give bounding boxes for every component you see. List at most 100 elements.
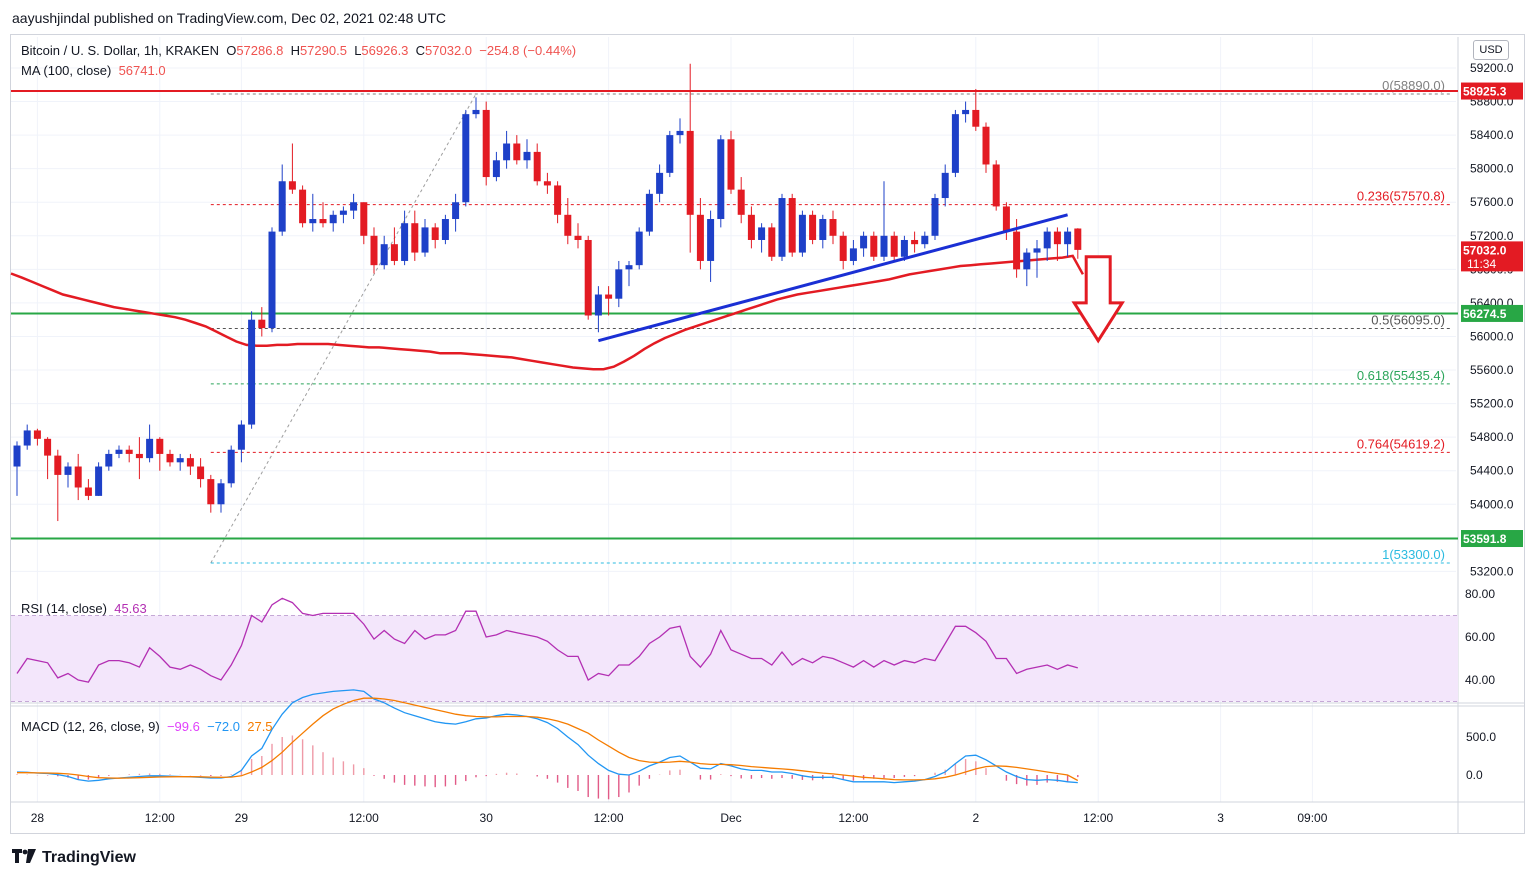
- candle-body: [64, 466, 72, 475]
- candle: [278, 164, 286, 236]
- candle: [421, 219, 429, 257]
- fib-level-label: 0(58890.0): [1382, 78, 1445, 93]
- candle-body: [441, 219, 449, 240]
- ma-100-line: [10, 254, 1084, 371]
- price-tick: 53200.0: [1470, 564, 1514, 578]
- candle: [176, 453, 184, 471]
- candle: [900, 235, 908, 261]
- macd-tick: 0.0: [1466, 768, 1483, 782]
- ma-line: [10, 254, 1084, 371]
- candle-body: [747, 214, 755, 240]
- candle: [523, 139, 531, 169]
- candle-body: [809, 214, 817, 240]
- fib-level-label: 0.5(56095.0): [1371, 313, 1445, 328]
- candle-body: [656, 172, 664, 194]
- rsi-legend: RSI (14, close) 45.63: [21, 601, 147, 617]
- macd-label: MACD (12, 26, close, 9): [21, 719, 160, 734]
- symbol-name: Bitcoin / U. S. Dollar, 1h, KRAKEN: [21, 43, 219, 58]
- fibonacci-levels: 0(58890.0) 0.236(57570.8) 0.5(56095.0) 0.61…: [210, 78, 1450, 564]
- price-label-text: 57032.0: [1463, 243, 1507, 257]
- candle-body: [870, 235, 878, 257]
- candle: [941, 164, 949, 207]
- candle: [95, 462, 103, 496]
- candle-body: [125, 449, 133, 454]
- rsi-label: RSI (14, close): [21, 601, 107, 616]
- macd-hist-value: −99.6: [166, 719, 200, 734]
- candle-body: [74, 466, 82, 488]
- candle-body: [860, 235, 868, 249]
- candle-body: [615, 269, 623, 299]
- candle: [584, 235, 592, 320]
- candle-body: [380, 244, 388, 266]
- candle: [1023, 248, 1031, 287]
- candle-body: [707, 219, 715, 261]
- candle: [625, 260, 633, 287]
- open-label: O: [226, 43, 237, 58]
- macd-pane: 0.0 500.0: [16, 689, 1496, 800]
- price-tick: 54400.0: [1470, 464, 1514, 478]
- candle: [788, 193, 796, 257]
- candle: [686, 63, 694, 253]
- candle: [798, 210, 806, 257]
- candle-body: [696, 214, 704, 261]
- candle-body: [350, 202, 358, 211]
- candle-body: [146, 438, 154, 459]
- currency-button[interactable]: USD: [1473, 40, 1509, 60]
- price-tick: 58000.0: [1470, 162, 1514, 176]
- candle: [768, 223, 776, 261]
- candle-body: [911, 239, 919, 245]
- candle-body: [166, 453, 174, 463]
- candle-body: [513, 143, 521, 161]
- candle-body: [829, 219, 837, 236]
- time-tick: 12:00: [1083, 811, 1113, 825]
- candle: [931, 193, 939, 240]
- candle: [635, 227, 643, 270]
- time-tick: 30: [480, 811, 494, 825]
- fib-level-label: 0.764(54619.2): [1357, 436, 1445, 451]
- candle-body: [758, 227, 766, 240]
- candle: [33, 428, 41, 446]
- candle: [299, 185, 307, 228]
- candle-body: [227, 449, 235, 484]
- candle: [431, 223, 439, 249]
- publisher-line: aayushjindal published on TradingView.co…: [12, 10, 447, 26]
- candle-body: [84, 487, 92, 496]
- candle-body: [931, 198, 939, 236]
- candle-body: [543, 181, 551, 186]
- candle: [13, 441, 21, 496]
- candle-body: [135, 453, 143, 459]
- candle: [105, 449, 113, 471]
- candle: [268, 227, 276, 333]
- candle: [227, 445, 235, 488]
- price-tick: 55200.0: [1470, 397, 1514, 411]
- candle: [23, 424, 31, 450]
- price-axis: 53200.053600.054000.054400.054800.055200…: [1461, 61, 1523, 578]
- candle-body: [105, 453, 113, 467]
- price-tick: 58400.0: [1470, 128, 1514, 142]
- candle: [452, 193, 460, 232]
- candle-body: [329, 214, 337, 224]
- candle: [84, 479, 92, 501]
- price-label-box: [1461, 530, 1523, 548]
- candle-body: [1074, 228, 1082, 250]
- price-label-text: 53591.8: [1463, 532, 1507, 546]
- candle: [146, 424, 154, 463]
- candle: [951, 109, 959, 178]
- price-label-text: 56274.5: [1463, 307, 1507, 321]
- candle-body: [788, 198, 796, 253]
- rsi-pane: 40.00 60.00 80.00: [11, 587, 1495, 702]
- candle: [217, 479, 225, 513]
- candle-body: [666, 135, 674, 173]
- candle: [992, 160, 1000, 211]
- candle-body: [574, 235, 582, 240]
- candle-body: [727, 139, 735, 190]
- candle: [411, 210, 419, 261]
- price-tick: 57200.0: [1470, 229, 1514, 243]
- candle: [1074, 228, 1082, 259]
- candle: [676, 118, 684, 144]
- candle-body: [360, 202, 368, 236]
- time-tick: 12:00: [349, 811, 379, 825]
- candle-body: [319, 219, 327, 224]
- price-label-box: [1461, 304, 1523, 322]
